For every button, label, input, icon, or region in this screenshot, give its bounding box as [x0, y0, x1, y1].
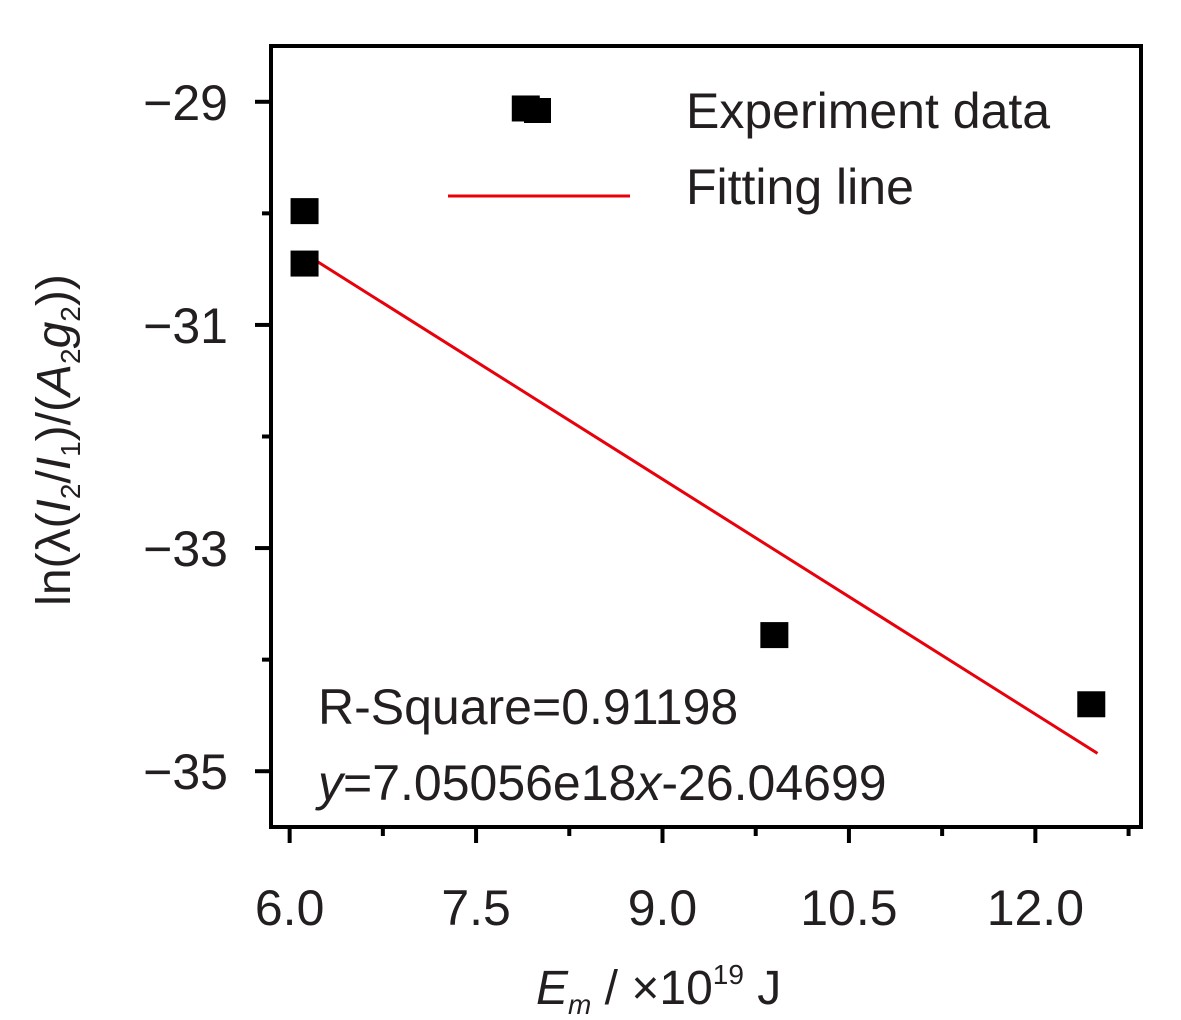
y-axis-title-part: ))	[28, 274, 81, 306]
y-axis-title-part: )/(	[28, 396, 81, 441]
legend-label-experiment: Experiment data	[686, 83, 1050, 139]
data-points-layer	[290, 95, 1106, 718]
data-point	[290, 250, 319, 277]
y-axis-title-part: I	[28, 499, 81, 512]
x-tick-label: 7.5	[441, 880, 511, 936]
y-axis-title-sub: 1	[55, 441, 86, 457]
x-axis-title-var: E	[536, 962, 569, 1015]
fitting-line-layer	[303, 252, 1099, 755]
y-axis-title-sub: 2	[55, 348, 86, 364]
data-point	[290, 198, 319, 225]
y-tick-label: −35	[143, 744, 228, 800]
y-axis-title: ln(λ(I2/I1)/(A2g2))	[28, 274, 86, 606]
legend-marker-square	[524, 98, 551, 123]
x-axis-title-end: J	[744, 962, 781, 1015]
data-point	[1077, 691, 1106, 718]
y-axis-title-sub: 2	[55, 484, 86, 500]
y-tick-label: −31	[143, 298, 228, 354]
legend-label-fitting: Fitting line	[686, 159, 914, 215]
legend: Experiment data Fitting line	[448, 83, 1050, 215]
y-axis-title-part: ln(λ(	[28, 512, 81, 605]
equation-x-var: x	[634, 755, 663, 811]
x-tick-label: 12.0	[987, 880, 1084, 936]
y-axis-title-part: /	[28, 470, 81, 484]
x-axis-title-sub: m	[568, 989, 591, 1020]
fit-equation-annotation: y=7.05056e18x-26.04699	[315, 755, 887, 811]
equation-intercept: -26.04699	[661, 755, 886, 811]
fitting-line	[303, 252, 1099, 755]
y-tick-label: −33	[143, 521, 228, 577]
y-axis-title-part: I	[28, 457, 81, 470]
y-tick-label: −29	[143, 75, 228, 131]
x-axis-title-sup: 19	[713, 959, 744, 990]
y-axis-title-part: A	[28, 364, 81, 399]
y-axis-title-sub: 2	[55, 306, 86, 322]
x-tick-label: 10.5	[800, 880, 897, 936]
x-tick-label: 9.0	[628, 880, 698, 936]
y-axis-title-part: g	[28, 321, 81, 348]
data-point	[760, 622, 789, 649]
axis-ticks	[255, 99, 1131, 843]
equation-slope: =7.05056e18	[343, 755, 636, 811]
x-axis-title-mid: / ×10	[591, 962, 712, 1015]
x-axis-title: Em / ×1019 J	[536, 959, 781, 1020]
r-square-annotation: R-Square=0.91198	[318, 679, 738, 735]
x-tick-label: 6.0	[255, 880, 325, 936]
equation-y-var: y	[315, 755, 346, 811]
